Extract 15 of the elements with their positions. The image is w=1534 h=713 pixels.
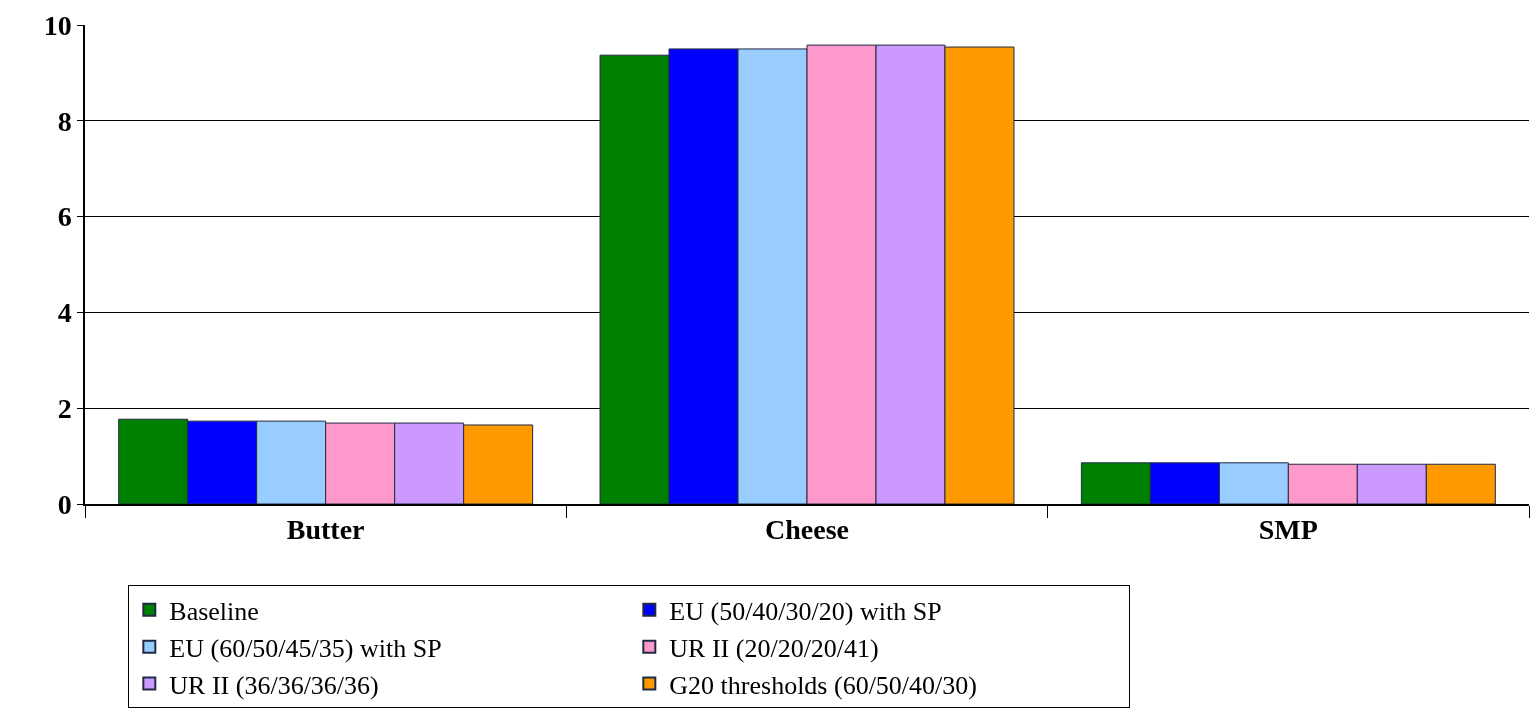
y-tick-label: 6 bbox=[57, 201, 72, 233]
x-tick-label: SMP bbox=[1258, 514, 1318, 546]
y-tick-label: 8 bbox=[57, 105, 72, 137]
legend-label: EU (50/40/30/20) with SP bbox=[669, 596, 942, 626]
legend-label: UR II (20/20/20/41) bbox=[669, 633, 879, 663]
x-tick-label: Butter bbox=[286, 514, 365, 546]
y-tick-label: 0 bbox=[57, 488, 72, 520]
legend-label: EU (60/50/45/35) with SP bbox=[169, 633, 442, 663]
legend-label: UR II (36/36/36/36) bbox=[169, 670, 379, 700]
y-tick-label: 2 bbox=[57, 393, 72, 424]
y-tick-label: 10 bbox=[43, 9, 72, 41]
legend-label: G20 thresholds (60/50/40/30) bbox=[669, 670, 977, 700]
x-tick-label: Cheese bbox=[765, 514, 849, 546]
y-tick-label: 4 bbox=[57, 297, 72, 329]
legend-label: Baseline bbox=[169, 596, 259, 626]
